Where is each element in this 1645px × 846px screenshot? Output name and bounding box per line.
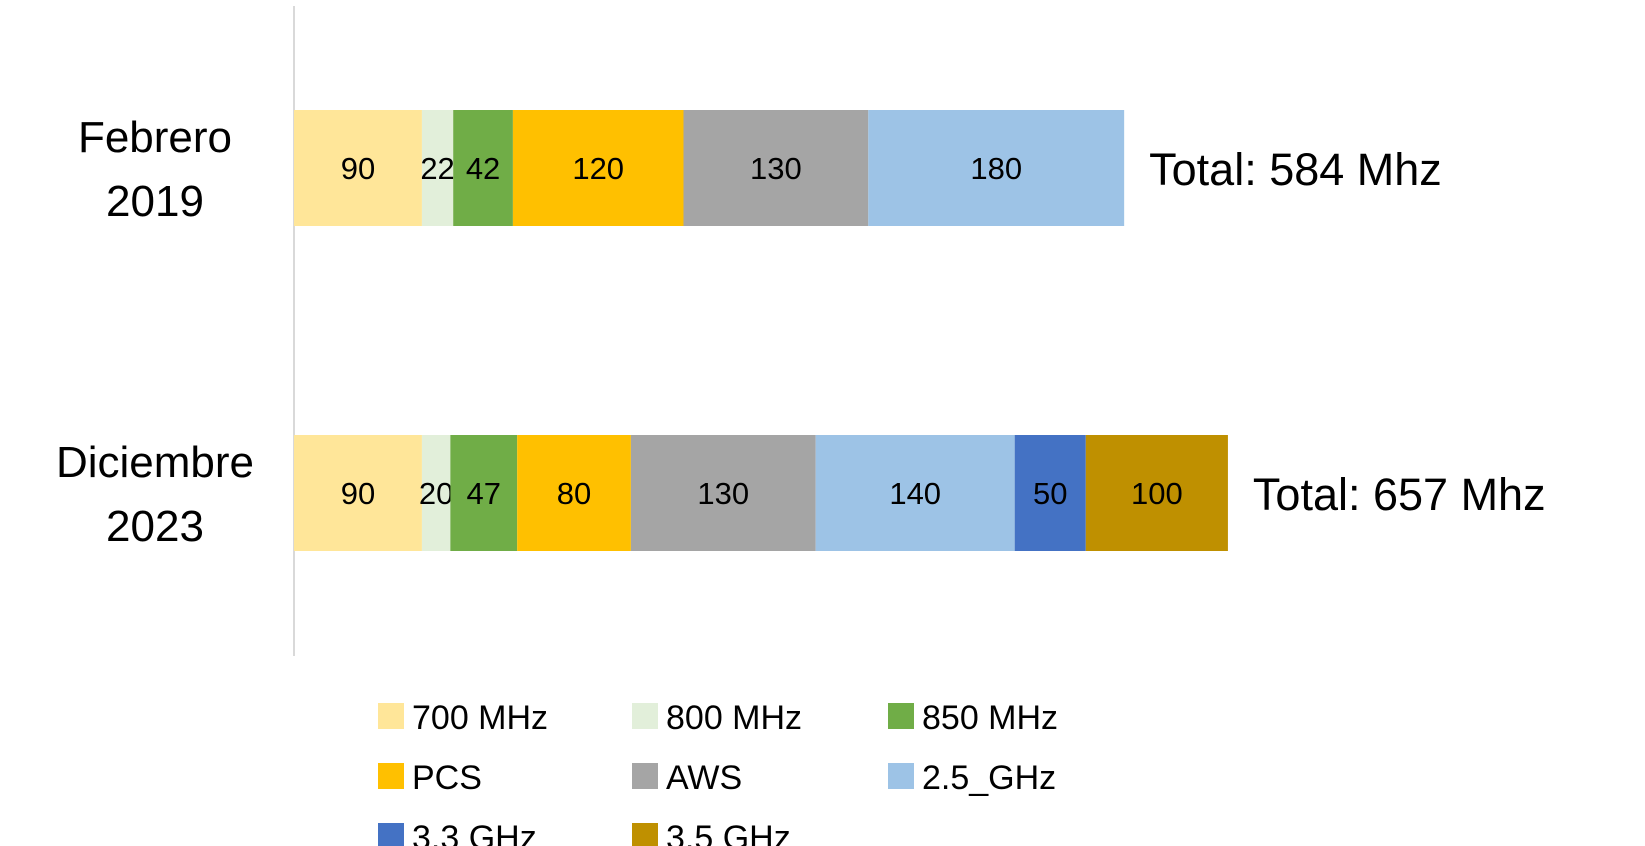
data-label: 120: [572, 151, 624, 186]
bar-segment: [517, 435, 631, 551]
bar-segment: [512, 110, 684, 226]
category-labels: Febrero 2019 Diciembre 2023: [56, 113, 254, 551]
bar-segment: [683, 110, 869, 226]
legend-swatch: [888, 703, 914, 729]
bar-segment: [868, 110, 1125, 226]
bar-segment: [453, 110, 513, 226]
data-label: 22: [420, 151, 454, 186]
data-label: 90: [341, 476, 375, 511]
legend-label: 2.5_GHz: [922, 759, 1056, 797]
legend-label: 3.5 GHz: [666, 819, 791, 846]
bar-segment: [421, 435, 451, 551]
bar-segment: [294, 435, 422, 551]
bar-segment: [1085, 435, 1228, 551]
data-label: 50: [1033, 476, 1067, 511]
data-label: 140: [889, 476, 941, 511]
total-labels: Total: 584 Mhz Total: 657 Mhz: [1149, 144, 1545, 520]
legend: 700 MHz 800 MHz 850 MHz PCS AWS 2.5_GHz 3.3 GH…: [378, 699, 1058, 846]
legend-swatch: [632, 703, 658, 729]
legend-label: 700 MHz: [412, 699, 548, 737]
category-label: Febrero: [78, 113, 232, 162]
data-label: 130: [750, 151, 802, 186]
data-label: 130: [697, 476, 749, 511]
legend-label: 800 MHz: [666, 699, 802, 737]
total-label: Total: 657 Mhz: [1253, 469, 1546, 520]
total-label: Total: 584 Mhz: [1149, 144, 1442, 195]
legend-swatch: [632, 823, 658, 846]
data-label: 180: [970, 151, 1022, 186]
category-label: 2023: [106, 502, 204, 551]
bar-segment: [815, 435, 1015, 551]
bar-segment: [630, 435, 816, 551]
legend-label: 850 MHz: [922, 699, 1058, 737]
bar-segment: [421, 110, 454, 226]
category-label: Diciembre: [56, 438, 254, 487]
bar-segment: [1014, 435, 1086, 551]
data-label: 100: [1131, 476, 1183, 511]
data-label: 80: [557, 476, 591, 511]
bar-segment: [294, 110, 422, 226]
bar-segment: [450, 435, 518, 551]
legend-swatch: [378, 763, 404, 789]
category-label: 2019: [106, 177, 204, 226]
data-label: 90: [341, 151, 375, 186]
legend-swatch: [888, 763, 914, 789]
legend-swatch: [378, 823, 404, 846]
data-label: 42: [466, 151, 500, 186]
legend-label: AWS: [666, 759, 742, 797]
legend-swatch: [632, 763, 658, 789]
legend-label: 3.3 GHz: [412, 819, 537, 846]
legend-swatch: [378, 703, 404, 729]
data-label: 20: [419, 476, 453, 511]
data-label: 47: [467, 476, 501, 511]
legend-label: PCS: [412, 759, 482, 797]
bars-group: 90 22 42 120 130 180 90 20 47 80 130 140 50 100: [294, 110, 1228, 551]
